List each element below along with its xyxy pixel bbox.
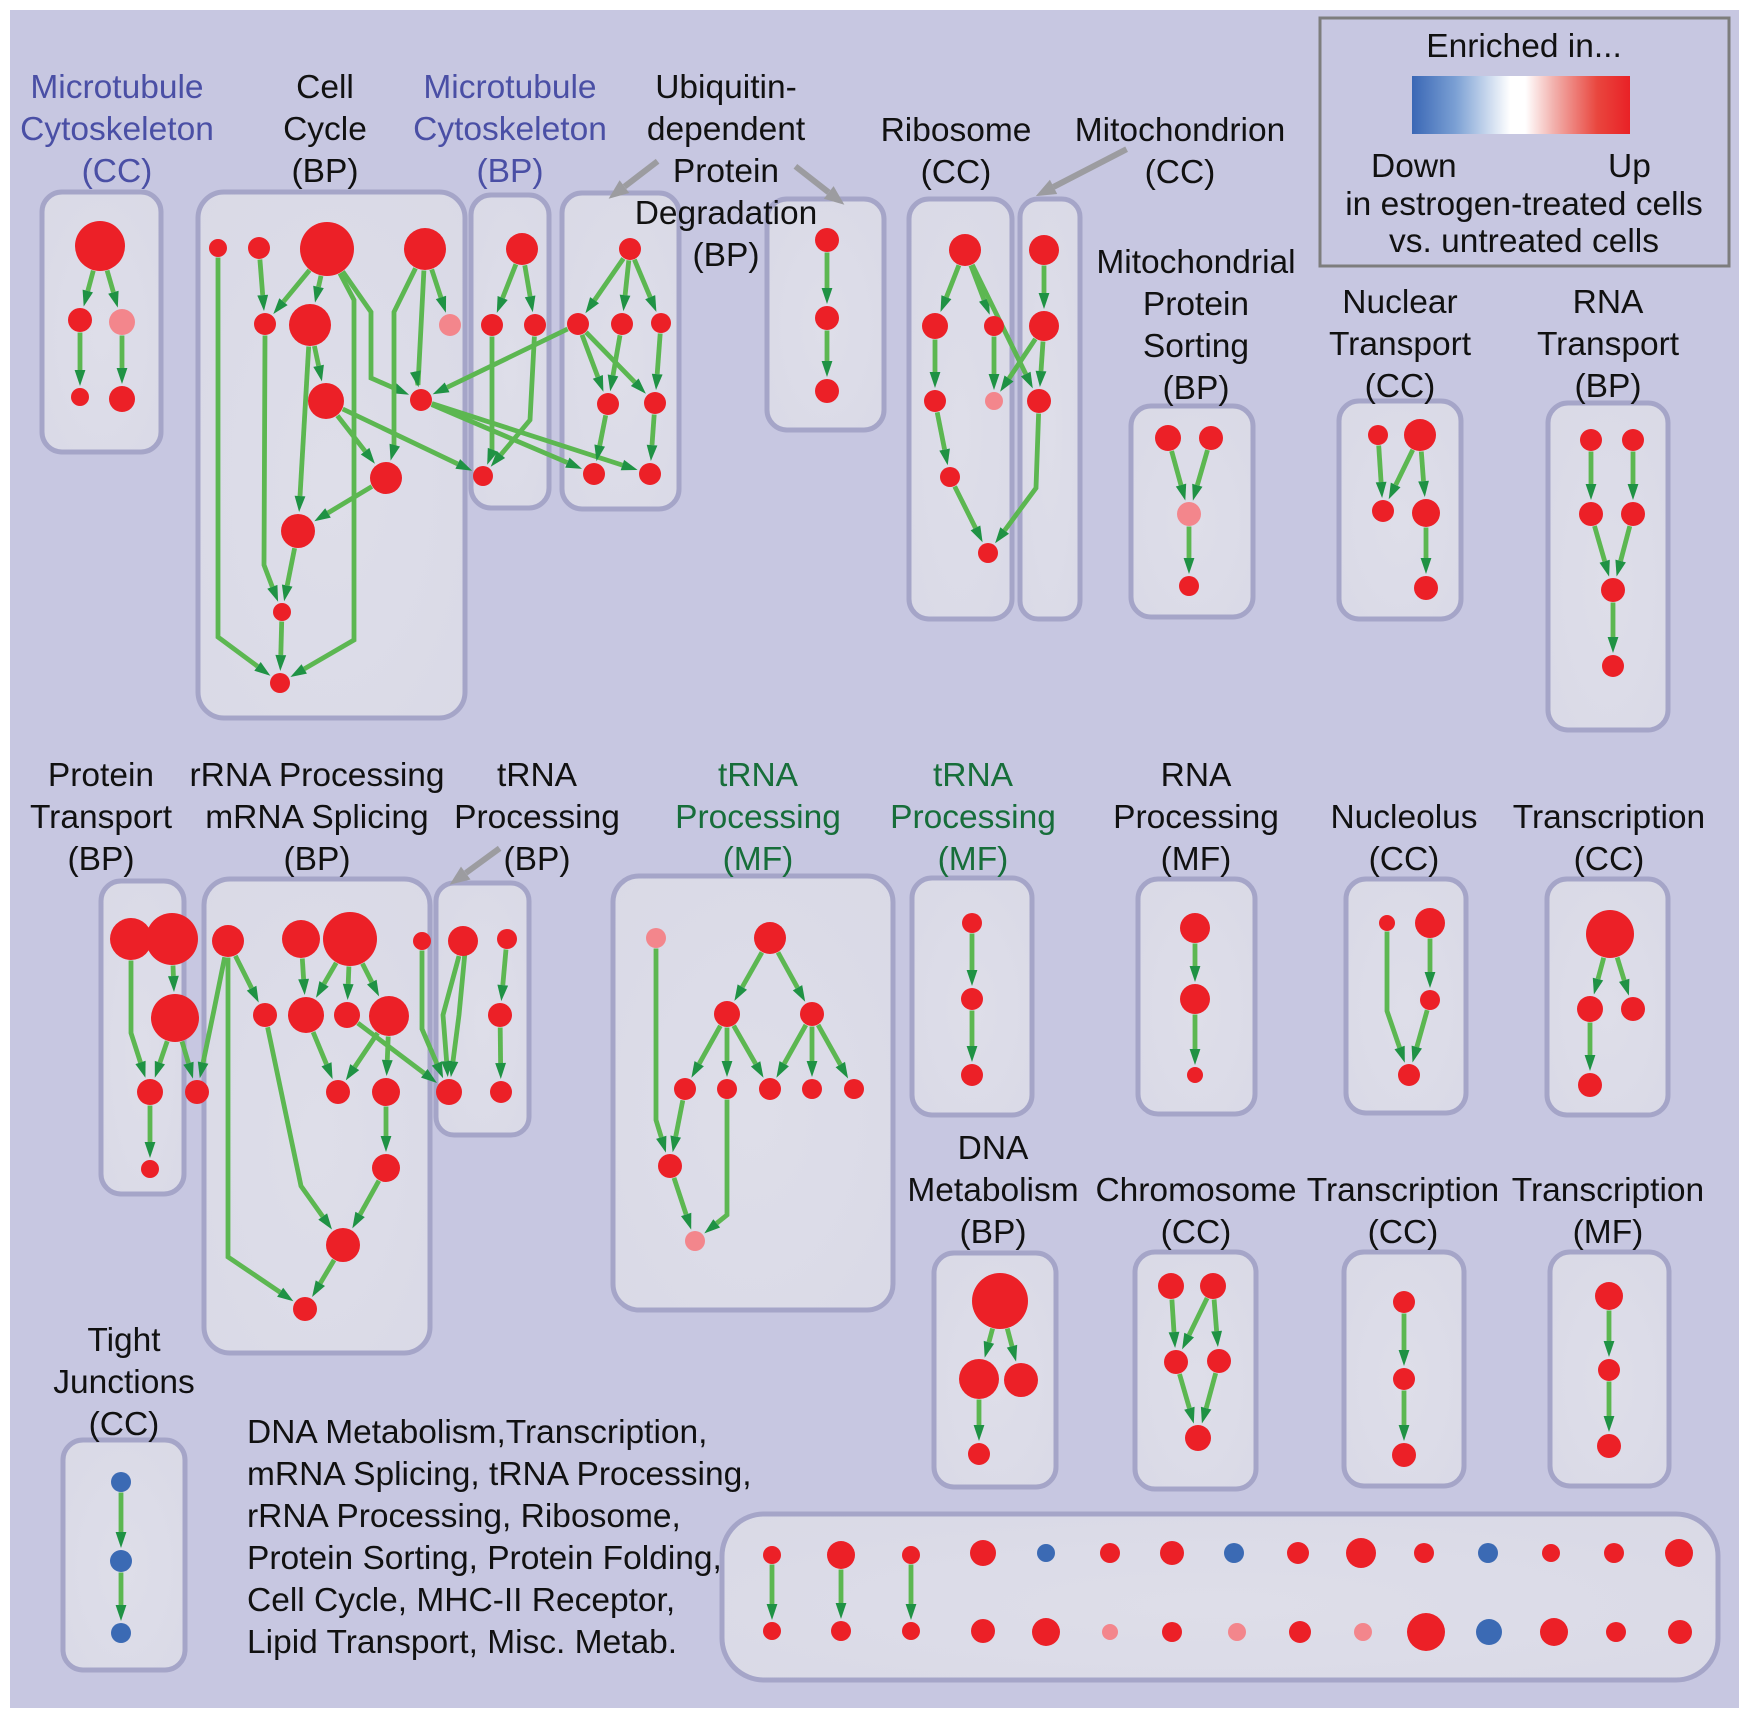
- svg-text:(BP): (BP): [477, 153, 544, 190]
- svg-text:Microtubule: Microtubule: [30, 69, 203, 106]
- svg-text:mRNA Splicing: mRNA Splicing: [205, 799, 428, 836]
- svg-text:(MF): (MF): [723, 841, 794, 878]
- svg-text:rRNA Processing: rRNA Processing: [189, 757, 444, 794]
- svg-text:Mitochondrial: Mitochondrial: [1096, 244, 1295, 281]
- svg-text:Cell: Cell: [296, 69, 354, 106]
- svg-text:Nuclear: Nuclear: [1342, 284, 1457, 321]
- svg-text:RNA: RNA: [1573, 284, 1644, 321]
- svg-text:(MF): (MF): [938, 841, 1009, 878]
- svg-text:(CC): (CC): [1574, 841, 1645, 878]
- svg-text:Microtubule: Microtubule: [423, 69, 596, 106]
- svg-text:(CC): (CC): [1145, 154, 1216, 191]
- svg-text:(BP): (BP): [1163, 370, 1230, 407]
- svg-text:Processing: Processing: [454, 799, 620, 836]
- svg-text:(MF): (MF): [1573, 1214, 1644, 1251]
- svg-text:Cytoskeleton: Cytoskeleton: [413, 111, 607, 148]
- svg-text:Cytoskeleton: Cytoskeleton: [20, 111, 214, 148]
- svg-text:Transport: Transport: [1537, 326, 1680, 363]
- svg-text:Cell Cycle, MHC-II Receptor,: Cell Cycle, MHC-II Receptor,: [247, 1582, 675, 1619]
- svg-text:Nucleolus: Nucleolus: [1330, 799, 1477, 836]
- svg-text:Protein Sorting, Protein Foldi: Protein Sorting, Protein Folding,: [247, 1540, 722, 1577]
- svg-text:(CC): (CC): [1365, 368, 1436, 405]
- svg-text:mRNA Splicing, tRNA Processing: mRNA Splicing, tRNA Processing,: [247, 1456, 752, 1493]
- svg-text:DNA: DNA: [958, 1130, 1029, 1167]
- svg-text:(BP): (BP): [68, 841, 135, 878]
- svg-text:Cycle: Cycle: [283, 111, 367, 148]
- svg-text:Lipid Transport, Misc. Metab.: Lipid Transport, Misc. Metab.: [247, 1624, 677, 1661]
- svg-text:Degradation: Degradation: [635, 195, 818, 232]
- svg-text:Processing: Processing: [1113, 799, 1279, 836]
- svg-text:(BP): (BP): [960, 1214, 1027, 1251]
- svg-text:(BP): (BP): [504, 841, 571, 878]
- svg-text:Chromosome: Chromosome: [1095, 1172, 1296, 1209]
- svg-text:(CC): (CC): [921, 154, 992, 191]
- svg-text:(BP): (BP): [1575, 368, 1642, 405]
- svg-text:Sorting: Sorting: [1143, 328, 1249, 365]
- svg-text:Transcription: Transcription: [1307, 1172, 1499, 1209]
- svg-text:RNA: RNA: [1161, 757, 1232, 794]
- svg-text:(BP): (BP): [292, 153, 359, 190]
- svg-text:(CC): (CC): [1369, 841, 1440, 878]
- svg-text:tRNA: tRNA: [497, 757, 578, 794]
- svg-text:Transcription: Transcription: [1513, 799, 1705, 836]
- svg-text:Junctions: Junctions: [53, 1364, 195, 1401]
- svg-text:(MF): (MF): [1161, 841, 1232, 878]
- svg-text:tRNA: tRNA: [718, 757, 799, 794]
- svg-text:Mitochondrion: Mitochondrion: [1075, 112, 1285, 149]
- svg-text:Protein: Protein: [48, 757, 154, 794]
- svg-text:DNA Metabolism,Transcription,: DNA Metabolism,Transcription,: [247, 1414, 707, 1451]
- svg-text:vs. untreated cells: vs. untreated cells: [1389, 223, 1659, 260]
- svg-text:Tight: Tight: [87, 1322, 161, 1359]
- svg-text:Transcription: Transcription: [1512, 1172, 1704, 1209]
- svg-text:Ubiquitin-: Ubiquitin-: [655, 69, 797, 106]
- svg-text:Processing: Processing: [890, 799, 1056, 836]
- svg-text:Ribosome: Ribosome: [881, 112, 1032, 149]
- svg-text:Protein: Protein: [1143, 286, 1249, 323]
- svg-text:Processing: Processing: [675, 799, 841, 836]
- svg-text:rRNA Processing, Ribosome,: rRNA Processing, Ribosome,: [247, 1498, 681, 1535]
- svg-text:(CC): (CC): [1368, 1214, 1439, 1251]
- svg-text:Transport: Transport: [1329, 326, 1472, 363]
- svg-text:Up: Up: [1608, 148, 1651, 185]
- svg-text:(CC): (CC): [82, 153, 153, 190]
- svg-text:tRNA: tRNA: [933, 757, 1014, 794]
- svg-text:Transport: Transport: [30, 799, 173, 836]
- svg-text:(BP): (BP): [284, 841, 351, 878]
- svg-text:dependent: dependent: [647, 111, 806, 148]
- svg-text:(CC): (CC): [1161, 1214, 1232, 1251]
- svg-text:Enriched in...: Enriched in...: [1426, 28, 1622, 65]
- svg-text:Metabolism: Metabolism: [907, 1172, 1078, 1209]
- svg-text:Protein: Protein: [673, 153, 779, 190]
- svg-text:in estrogen-treated cells: in estrogen-treated cells: [1345, 186, 1703, 223]
- svg-text:(BP): (BP): [693, 237, 760, 274]
- svg-text:Down: Down: [1371, 148, 1457, 185]
- svg-text:(CC): (CC): [89, 1406, 160, 1443]
